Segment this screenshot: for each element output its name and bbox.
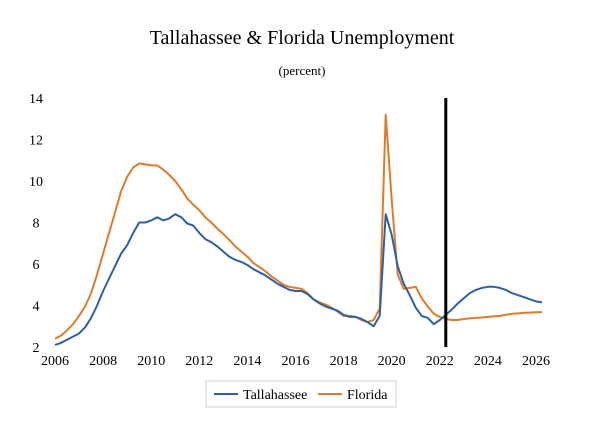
- x-tick-label: 2026: [522, 354, 550, 369]
- x-tick-label: 2018: [330, 354, 358, 369]
- legend-label-tallahassee: Tallahassee: [243, 388, 307, 403]
- x-tick-label: 2010: [137, 354, 165, 369]
- series-line-florida: [54, 113, 543, 340]
- x-tick-label: 2024: [474, 354, 502, 369]
- y-tick-label: 6: [33, 258, 40, 273]
- y-tick-label: 4: [33, 300, 40, 315]
- legend: Tallahassee Florida: [205, 380, 397, 408]
- plot-area: [54, 113, 543, 346]
- chart-title: Tallahassee & Florida Unemployment: [150, 27, 455, 49]
- x-tick-label: 2020: [378, 354, 406, 369]
- x-tick-label: 2006: [41, 354, 69, 369]
- y-tick-label: 10: [29, 175, 43, 190]
- y-tick-label: 12: [29, 134, 43, 149]
- x-axis-ticks: 2006 2008 2010 2012 2014 2016 2018 2020 2022 2024…: [41, 354, 550, 369]
- legend-label-florida: Florida: [347, 388, 388, 403]
- x-tick-label: 2008: [89, 354, 117, 369]
- y-tick-label: 8: [33, 217, 40, 232]
- y-axis-ticks: 2 4 6 8 10 12 14: [29, 92, 43, 356]
- x-tick-label: 2016: [281, 354, 309, 369]
- chart-subtitle: (percent): [279, 63, 326, 78]
- x-tick-label: 2012: [185, 354, 213, 369]
- y-tick-label: 14: [29, 92, 43, 107]
- legend-box: [205, 380, 397, 408]
- series-line-tallahassee: [54, 213, 543, 346]
- y-tick-label: 2: [33, 341, 40, 356]
- x-tick-label: 2022: [426, 354, 454, 369]
- x-tick-label: 2014: [233, 354, 261, 369]
